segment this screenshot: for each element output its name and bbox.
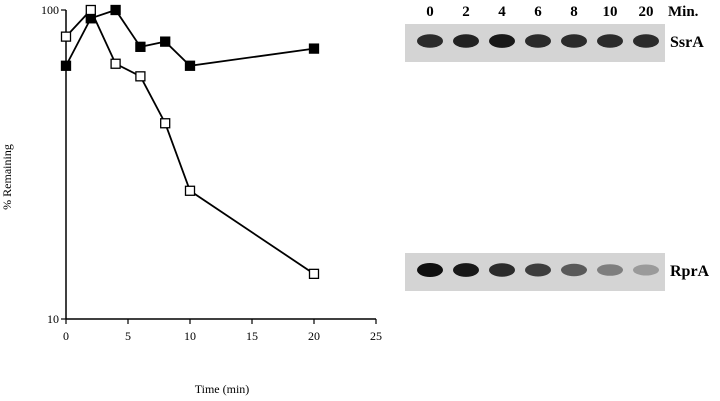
filled-square-marker [308, 43, 320, 54]
band [525, 263, 551, 277]
band [417, 263, 443, 277]
filled-square-marker [85, 13, 96, 24]
open-square-marker [135, 71, 146, 82]
filled-square-marker [110, 4, 121, 16]
band [633, 264, 659, 276]
filled-square-marker [160, 36, 171, 47]
blot-label-rpra: RprA [670, 263, 710, 280]
band [561, 263, 587, 277]
blot-rpra [405, 253, 665, 291]
timepoint-label: 8 [570, 4, 578, 20]
band [453, 263, 479, 277]
timepoint-label: 4 [498, 4, 506, 20]
open-square-marker [308, 268, 320, 279]
open-square-marker [60, 31, 72, 42]
y-axis-label: % Remaining [0, 144, 14, 210]
band [489, 34, 515, 48]
band [561, 34, 587, 48]
blot-ssra [405, 24, 665, 62]
timepoint-label: 20 [638, 4, 654, 20]
x-tick-label: 25 [370, 329, 382, 343]
series-line [65, 8, 315, 275]
axes: 0 5 10 15 20 25 10 100 [41, 3, 382, 343]
filled-square-marker [60, 60, 72, 71]
band [633, 34, 659, 48]
timepoint-label: 10 [602, 4, 618, 20]
band [489, 263, 515, 277]
min-header-label: Min. [668, 4, 699, 20]
x-tick-label: 20 [308, 329, 320, 343]
open-square-marker [184, 185, 196, 196]
open-square-marker [160, 118, 171, 129]
x-tick-label: 10 [184, 329, 196, 343]
x-axis-label: Time (min) [195, 382, 250, 396]
timepoint-label: 6 [534, 4, 542, 20]
band [453, 34, 479, 48]
y-tick-label: 100 [41, 3, 59, 17]
band [417, 34, 443, 48]
timepoint-label: 2 [462, 4, 470, 20]
band [525, 34, 551, 48]
x-tick-label: 15 [246, 329, 258, 343]
timepoint-label: 0 [426, 4, 434, 20]
open-square-marker [85, 4, 96, 16]
series-layer [60, 4, 320, 279]
band [597, 34, 623, 48]
y-tick-label: 10 [47, 312, 59, 326]
filled-square-marker [184, 60, 196, 71]
band [597, 264, 623, 276]
blot-label-ssra: SsrA [670, 34, 704, 51]
x-tick-label: 0 [63, 329, 69, 343]
open-square-marker [110, 58, 121, 69]
filled-square-marker [135, 41, 146, 52]
x-tick-label: 5 [125, 329, 131, 343]
